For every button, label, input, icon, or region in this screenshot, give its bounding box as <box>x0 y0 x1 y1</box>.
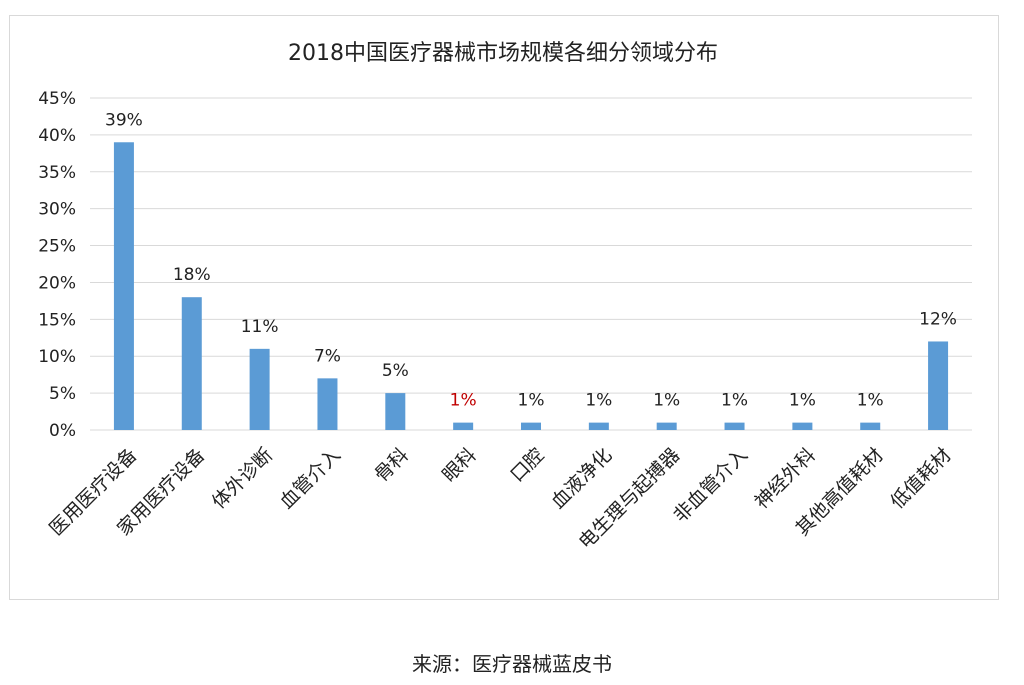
x-tick-label: 血液净化 <box>547 444 616 513</box>
bar <box>860 422 881 430</box>
bar <box>249 348 270 430</box>
bar <box>385 393 406 430</box>
x-tick-label: 低值耗材 <box>886 444 955 513</box>
bar <box>792 422 813 430</box>
chart-title: 2018中国医疗器械市场规模各细分领域分布 <box>288 41 718 66</box>
y-tick-label: 15% <box>38 310 76 330</box>
data-label: 1% <box>585 391 612 411</box>
bar <box>181 297 202 430</box>
x-tick-label: 口腔 <box>506 444 548 486</box>
bar <box>317 378 338 430</box>
y-tick-label: 40% <box>38 126 76 146</box>
x-tick-label: 血管介入 <box>276 444 345 513</box>
x-tick-label: 骨科 <box>370 444 412 486</box>
y-tick-label: 5% <box>49 384 76 404</box>
y-tick-label: 10% <box>38 347 76 367</box>
x-tick-label: 神经外科 <box>751 444 820 513</box>
data-label: 1% <box>653 391 680 411</box>
data-label: 39% <box>105 110 143 130</box>
data-label: 1% <box>789 391 816 411</box>
x-tick-label: 眼科 <box>438 444 480 486</box>
bar <box>453 422 474 430</box>
bar <box>656 422 677 430</box>
y-tick-label: 45% <box>38 89 76 109</box>
value-labels: 39% 18% 11% 7% 5% 1% 1% 1% 1% 1% 1% 1% 12% <box>105 110 957 410</box>
bar <box>113 142 134 430</box>
y-tick-label: 0% <box>49 421 76 441</box>
data-label: 18% <box>173 265 211 285</box>
data-label: 1% <box>518 391 545 411</box>
bar-chart: 2018中国医疗器械市场规模各细分领域分布 0% 5% 10% 15% 20% 25% 30… <box>38 41 972 554</box>
chart-frame <box>9 15 999 600</box>
bar <box>724 422 745 430</box>
x-tick-label: 非血管介入 <box>669 444 752 527</box>
y-tick-label: 35% <box>38 163 76 183</box>
bar <box>588 422 609 430</box>
data-label: 5% <box>382 361 409 381</box>
y-axis-ticks: 0% 5% 10% 15% 20% 25% 30% 35% 40% 45% <box>38 89 76 441</box>
bar <box>521 422 541 430</box>
x-tick-label: 体外诊断 <box>208 444 277 513</box>
source-note: 来源：医疗器械蓝皮书 <box>412 652 612 676</box>
data-label: 7% <box>314 346 341 366</box>
data-label: 1% <box>721 391 748 411</box>
data-label: 1% <box>857 391 884 411</box>
data-label: 11% <box>241 317 279 337</box>
y-tick-label: 30% <box>38 200 76 220</box>
y-tick-label: 20% <box>38 273 76 293</box>
data-label: 12% <box>919 309 957 329</box>
bar <box>928 341 949 430</box>
gridlines <box>90 97 972 431</box>
data-label: 1% <box>450 391 477 411</box>
bars <box>113 142 949 430</box>
y-tick-label: 25% <box>38 237 76 257</box>
